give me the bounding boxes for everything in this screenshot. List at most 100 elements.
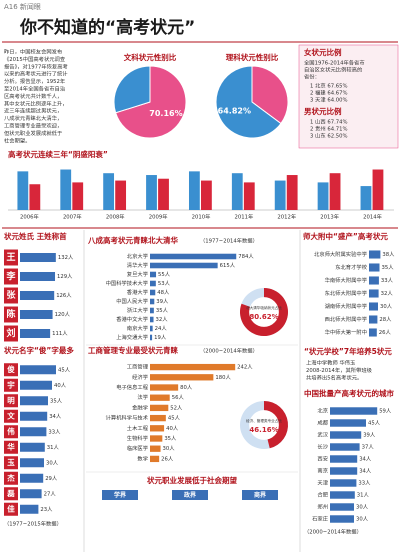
bar: [330, 419, 366, 427]
bar: [20, 272, 56, 281]
bar: [369, 250, 381, 259]
bar: [150, 363, 236, 371]
bar: [20, 442, 45, 452]
bar: [150, 435, 163, 442]
note-line: 上海中学教师 华伟玉: [306, 359, 356, 367]
bar: [150, 334, 153, 341]
x-tick-label: 2008年: [106, 213, 125, 221]
value-label: 33人: [48, 428, 61, 435]
bar: [29, 184, 41, 210]
chart-title: 高考状元连续三年“阴盛阳衰”: [8, 149, 108, 159]
value-label: 53人: [158, 280, 171, 287]
category-label: 香港大学: [127, 288, 148, 296]
bar: [188, 171, 200, 210]
value-label: 31人: [47, 444, 60, 451]
category-label: 武汉: [317, 431, 328, 439]
category-label: 东北师大附属中学: [325, 289, 367, 297]
value-label: 48人: [157, 289, 170, 296]
category-label: 临床医学: [127, 444, 148, 452]
bar: [369, 289, 379, 298]
bar: [20, 291, 55, 300]
category-label: 西北师大附属中学: [325, 315, 367, 323]
chart-title: 中国批量产高考状元的城市: [304, 388, 394, 398]
value-label: 23人: [40, 506, 53, 513]
value-label: 26人: [161, 455, 174, 462]
category-label: 王: [6, 252, 15, 263]
label-chip: [4, 306, 18, 323]
chart-note: （2000~2014年数据）: [304, 528, 362, 536]
label-chip: [4, 409, 18, 423]
x-tick-label: 2012年: [277, 213, 296, 221]
x-tick-label: 2007年: [63, 213, 82, 221]
intro-line: 报告》，对1977年恢复高考: [4, 62, 68, 70]
bar: [20, 380, 52, 390]
value-label: 27人: [44, 490, 57, 497]
category-label: 复旦大学: [127, 270, 148, 278]
value-label: 34人: [359, 468, 372, 475]
value-label: 784人: [238, 253, 254, 260]
bar: [103, 173, 115, 210]
value-label: 33人: [358, 480, 371, 487]
bar: [20, 489, 42, 499]
bar: [330, 443, 360, 451]
bar: [330, 503, 354, 511]
category-label: 东北育才学校: [335, 263, 367, 271]
pie-title: 理科状元性别比: [226, 52, 279, 62]
category-label: 北京师大附属实验中学: [314, 250, 367, 258]
category-label: 杰: [7, 472, 15, 482]
category-label: 数学: [137, 454, 148, 462]
bar: [369, 328, 377, 337]
intro-line: 《2015中国高考状元调查: [4, 55, 66, 63]
bar: [20, 253, 56, 262]
sidebar-title: 男状元比例: [304, 106, 342, 116]
category-label: 华南师大附属中学: [325, 276, 367, 284]
value-label: 28人: [379, 316, 392, 323]
bar: [360, 186, 372, 210]
bar: [150, 325, 153, 332]
sidebar-item: 3 山东 62.50%: [310, 132, 348, 140]
category-label: 磊: [6, 489, 15, 498]
value-label: 31人: [357, 492, 370, 499]
value-label: 19人: [154, 334, 167, 341]
category-label: 香港中文大学: [116, 315, 148, 323]
category-label: 工商管理: [127, 363, 149, 371]
chart-note: （1977~2015年数据）: [4, 520, 62, 528]
category-label: 佳: [7, 503, 15, 513]
label-chip: [4, 363, 18, 377]
category-label: 金融学: [132, 403, 148, 411]
label-chip: [4, 394, 18, 408]
category-label: 玉: [7, 458, 15, 467]
label-chip: [4, 378, 18, 392]
value-label: 32人: [156, 316, 169, 323]
bar: [20, 396, 48, 406]
bar: [317, 182, 329, 210]
chart-subtitle: （1977~2014年数据）: [200, 237, 258, 245]
bar: [20, 473, 44, 483]
bar: [150, 404, 169, 412]
category-label: 华: [7, 441, 15, 451]
value-label: 24人: [155, 325, 168, 332]
value-label: 29人: [45, 475, 58, 482]
bar: [150, 445, 161, 452]
category-label: 陈: [6, 308, 15, 320]
value-label: 34人: [359, 456, 372, 463]
intro-line: 分析。报告显示，1952年: [4, 77, 66, 85]
bar: [20, 458, 44, 468]
bar: [369, 276, 379, 285]
bar: [274, 180, 286, 210]
value-label: 40人: [166, 425, 179, 432]
page-label: A16 新闻眼: [4, 2, 41, 11]
bar: [330, 407, 378, 415]
value-label: 30人: [46, 459, 59, 466]
sidebar-item: 2 贵州 64.71%: [310, 125, 348, 133]
value-label: 30人: [356, 516, 369, 523]
pie-slice: [115, 65, 187, 139]
category-label: 清华大学: [127, 261, 148, 269]
bar: [150, 316, 154, 323]
category-label: 电子信息工程: [116, 383, 148, 391]
bar: [330, 515, 354, 523]
value-label: 37人: [362, 444, 375, 451]
value-label: 56人: [172, 394, 185, 401]
category-label: 刘: [6, 327, 15, 339]
category-label: 北京大学: [127, 252, 148, 260]
